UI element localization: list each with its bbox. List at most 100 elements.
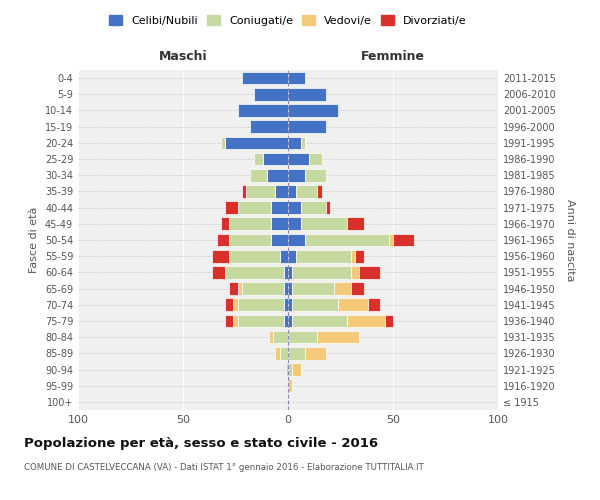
Bar — [288, 363, 292, 376]
Bar — [292, 266, 351, 278]
Bar — [217, 234, 229, 246]
Bar — [305, 347, 326, 360]
Legend: Celibi/Nubili, Coniugati/e, Vedovi/e, Divorziati/e: Celibi/Nubili, Coniugati/e, Vedovi/e, Di… — [105, 10, 471, 30]
Bar — [275, 347, 280, 360]
Bar — [301, 218, 347, 230]
Bar — [288, 218, 301, 230]
Bar — [368, 298, 380, 311]
Bar — [229, 282, 238, 295]
Bar — [229, 218, 271, 230]
Bar — [288, 331, 317, 344]
Bar — [225, 314, 233, 328]
Bar — [296, 250, 351, 262]
Bar — [271, 234, 288, 246]
Bar — [242, 185, 246, 198]
Bar — [284, 282, 288, 295]
Bar — [233, 314, 238, 328]
Bar — [288, 250, 296, 262]
Bar — [288, 234, 305, 246]
Bar — [288, 104, 338, 117]
Bar — [355, 250, 364, 262]
Bar — [288, 136, 301, 149]
Bar — [274, 331, 288, 344]
Bar — [292, 314, 347, 328]
Bar — [286, 363, 288, 376]
Bar — [338, 298, 368, 311]
Bar — [280, 250, 288, 262]
Bar — [250, 120, 288, 133]
Bar — [389, 234, 393, 246]
Bar — [238, 202, 271, 214]
Bar — [288, 72, 305, 85]
Bar — [242, 282, 284, 295]
Bar — [238, 282, 242, 295]
Bar — [347, 218, 364, 230]
Bar — [280, 347, 288, 360]
Y-axis label: Anni di nascita: Anni di nascita — [565, 198, 575, 281]
Bar — [284, 314, 288, 328]
Bar — [292, 363, 301, 376]
Bar — [301, 202, 326, 214]
Bar — [288, 202, 301, 214]
Text: Maschi: Maschi — [158, 50, 208, 62]
Bar — [393, 234, 414, 246]
Bar — [305, 169, 326, 181]
Bar — [229, 250, 280, 262]
Bar — [305, 234, 389, 246]
Text: Femmine: Femmine — [361, 50, 425, 62]
Y-axis label: Fasce di età: Fasce di età — [29, 207, 39, 273]
Bar — [284, 266, 288, 278]
Bar — [351, 282, 364, 295]
Bar — [225, 298, 233, 311]
Bar — [254, 88, 288, 101]
Bar — [292, 298, 338, 311]
Bar — [225, 266, 284, 278]
Bar — [284, 298, 288, 311]
Bar — [275, 185, 288, 198]
Bar — [288, 120, 326, 133]
Bar — [288, 298, 292, 311]
Bar — [250, 169, 267, 181]
Bar — [271, 218, 288, 230]
Bar — [317, 185, 322, 198]
Bar — [254, 152, 263, 166]
Bar — [288, 314, 292, 328]
Bar — [288, 347, 305, 360]
Bar — [242, 72, 288, 85]
Bar — [334, 282, 351, 295]
Text: COMUNE DI CASTELVECCANA (VA) - Dati ISTAT 1° gennaio 2016 - Elaborazione TUTTITA: COMUNE DI CASTELVECCANA (VA) - Dati ISTA… — [24, 462, 424, 471]
Bar — [288, 185, 296, 198]
Bar — [288, 380, 292, 392]
Bar — [296, 185, 317, 198]
Bar — [212, 266, 225, 278]
Bar — [351, 250, 355, 262]
Bar — [385, 314, 393, 328]
Bar — [238, 298, 284, 311]
Bar — [359, 266, 380, 278]
Bar — [292, 282, 334, 295]
Text: Popolazione per età, sesso e stato civile - 2016: Popolazione per età, sesso e stato civil… — [24, 438, 378, 450]
Bar — [267, 169, 288, 181]
Bar — [301, 136, 305, 149]
Bar — [246, 185, 275, 198]
Bar — [233, 298, 238, 311]
Bar — [288, 169, 305, 181]
Bar — [351, 266, 359, 278]
Bar — [326, 202, 330, 214]
Bar — [269, 331, 274, 344]
Bar — [221, 136, 225, 149]
Bar — [309, 152, 322, 166]
Bar — [288, 152, 309, 166]
Bar — [271, 202, 288, 214]
Bar — [347, 314, 385, 328]
Bar — [288, 282, 292, 295]
Bar — [212, 250, 229, 262]
Bar — [288, 88, 326, 101]
Bar — [238, 104, 288, 117]
Bar — [225, 136, 288, 149]
Bar — [238, 314, 284, 328]
Bar — [225, 202, 238, 214]
Bar — [263, 152, 288, 166]
Bar — [317, 331, 359, 344]
Bar — [229, 234, 271, 246]
